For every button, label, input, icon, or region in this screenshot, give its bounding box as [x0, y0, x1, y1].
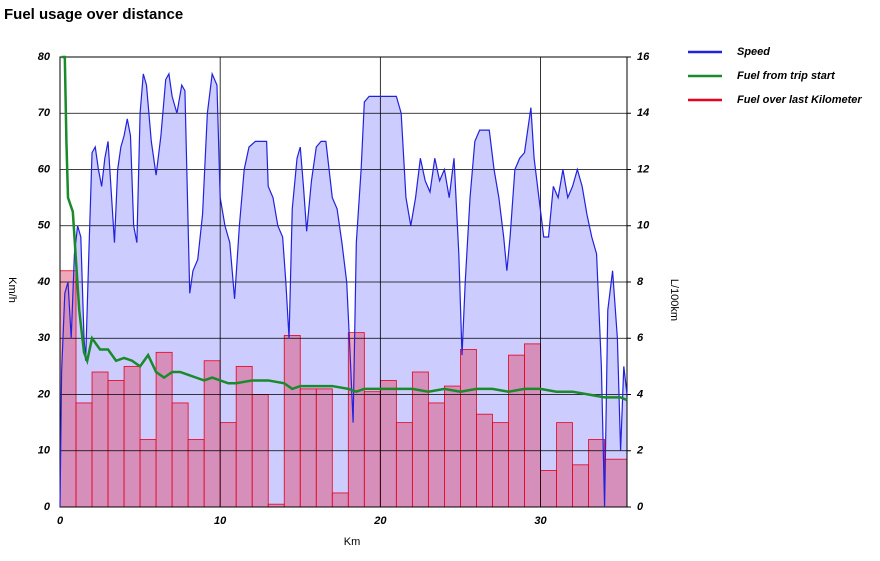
y2-tick-label: 0	[637, 501, 644, 513]
fuel-bar	[219, 422, 237, 508]
y2-tick-label: 8	[637, 276, 644, 288]
fuel-bar	[283, 335, 301, 508]
fuel-bar	[91, 371, 109, 508]
plot-front	[59, 55, 628, 508]
fuel-bar	[588, 439, 605, 508]
x-tick-label: 20	[373, 515, 387, 527]
fuel-bar	[75, 402, 93, 508]
y-tick-label: 60	[38, 163, 51, 175]
y-tick-label: 40	[37, 276, 51, 288]
fuel-bar	[572, 464, 589, 508]
y-tick-label: 0	[44, 501, 51, 513]
fuel-bar	[508, 354, 525, 508]
fuel-bar	[427, 402, 445, 508]
plot-back	[59, 73, 628, 508]
fuel-line	[61, 55, 628, 402]
y-tick-label: 50	[38, 220, 51, 232]
fuel-bar	[331, 492, 349, 508]
fuel-bar	[604, 458, 628, 508]
fuel-bar	[556, 422, 573, 508]
speed-line	[59, 71, 628, 508]
fuel-bar	[492, 422, 509, 508]
y2-tick-label: 12	[637, 163, 649, 175]
grid	[59, 56, 631, 508]
y-tick-label: 30	[38, 332, 51, 344]
fuel-bar	[203, 360, 221, 508]
fuel-bar	[476, 413, 493, 508]
y2-tick-label: 10	[637, 220, 650, 232]
fuel-bar	[107, 380, 125, 508]
fuel-bar	[171, 402, 189, 508]
fuel-bar	[524, 343, 541, 508]
fuel-bar	[395, 422, 413, 508]
y2-tick-label: 2	[636, 445, 643, 457]
fuel-bar	[315, 388, 333, 508]
fuel-bar	[59, 270, 77, 508]
y-tick-label: 20	[37, 388, 51, 400]
x-tick-label: 30	[534, 515, 547, 527]
y2-axis-label: L/100km	[668, 279, 680, 321]
fuel-bar	[444, 385, 461, 508]
fuel-bar	[460, 349, 477, 508]
fuel-bar	[363, 391, 381, 508]
fuel-bar	[139, 439, 157, 508]
x-tick-label: 0	[57, 515, 64, 527]
chart-title: Fuel usage over distance	[4, 6, 183, 23]
fuel-bar	[187, 439, 205, 508]
legend-label: Fuel from trip start	[737, 70, 836, 82]
y2-tick-label: 6	[637, 332, 644, 344]
x-axis-label: Km	[344, 536, 361, 548]
fuel-bar	[155, 351, 173, 508]
fuel-bar	[235, 365, 253, 508]
fuel-bar	[299, 388, 317, 508]
legend-label: Fuel over last Kilometer	[737, 94, 862, 106]
speed-area	[60, 73, 627, 507]
y2-tick-label: 14	[637, 107, 649, 119]
y-tick-label: 70	[38, 107, 51, 119]
x-tick-label: 10	[214, 515, 227, 527]
fuel-bar	[540, 470, 557, 508]
y-tick-label: 10	[38, 445, 51, 457]
y-tick-label: 80	[38, 51, 51, 63]
y2-tick-label: 4	[636, 388, 643, 400]
legend-label: Speed	[737, 46, 770, 58]
y-axis-label: Km/h	[6, 277, 18, 303]
fuel-bar	[123, 365, 141, 508]
fuel-bar	[379, 380, 397, 508]
y2-tick-label: 16	[637, 51, 650, 63]
